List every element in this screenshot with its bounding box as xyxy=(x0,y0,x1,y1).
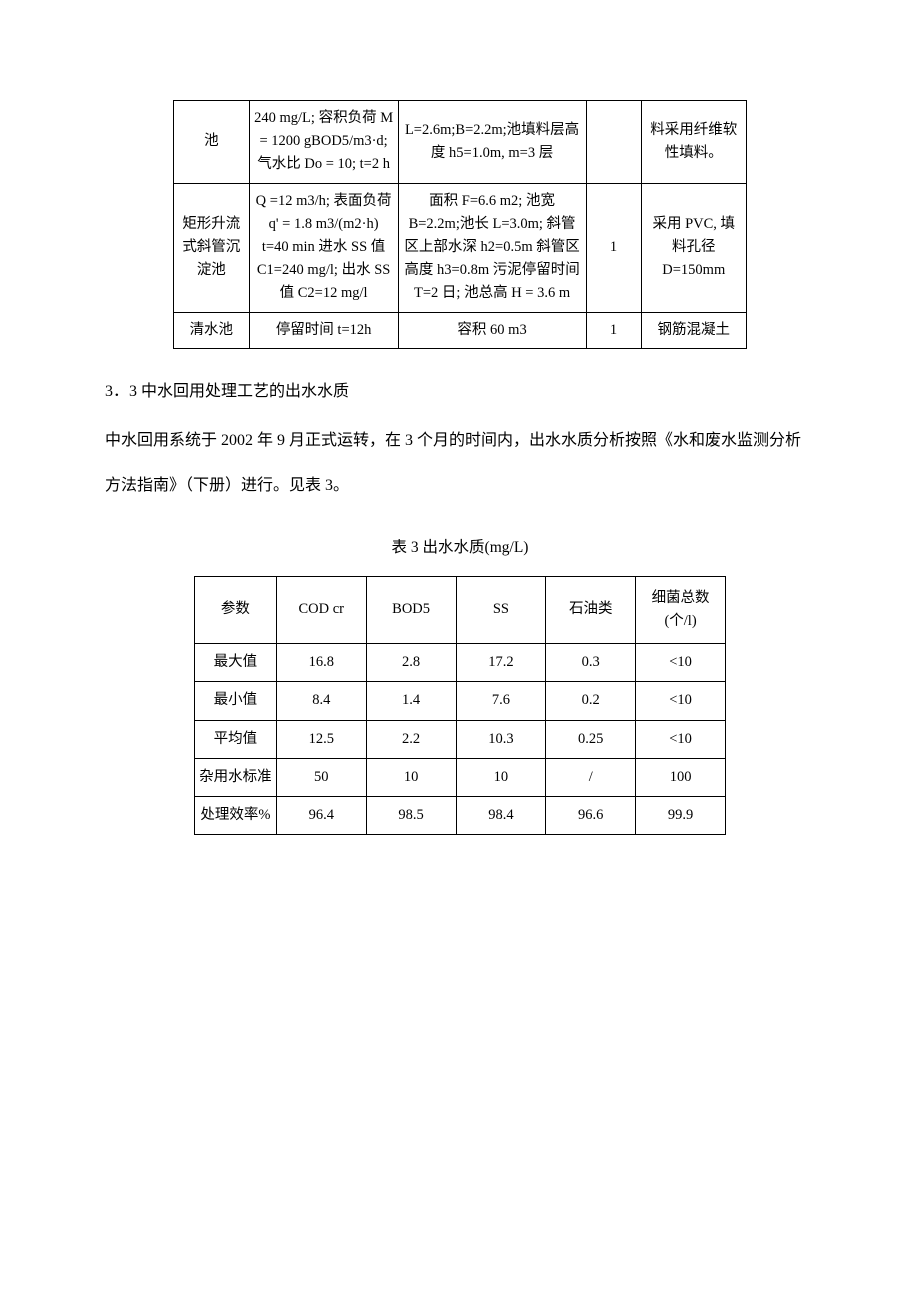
table-row: 最大值 16.8 2.8 17.2 0.3 <10 xyxy=(195,644,726,682)
row-label: 最小值 xyxy=(195,682,277,720)
column-header: 石油类 xyxy=(546,576,636,643)
data-cell: 1.4 xyxy=(366,682,456,720)
row-label: 平均值 xyxy=(195,720,277,758)
column-header: 细菌总数(个/l) xyxy=(636,576,726,643)
remarks-cell: 料采用纤维软性填料。 xyxy=(641,101,746,184)
data-cell: 2.8 xyxy=(366,644,456,682)
body-paragraph: 中水回用系统于 2002 年 9 月正式运转，在 3 个月的时间内，出水水质分析… xyxy=(105,419,815,509)
effluent-quality-table: 参数 COD cr BOD5 SS 石油类 细菌总数(个/l) 最大值 16.8… xyxy=(194,576,726,835)
data-cell: 0.3 xyxy=(546,644,636,682)
dimensions-cell: 容积 60 m3 xyxy=(398,312,586,348)
column-header: BOD5 xyxy=(366,576,456,643)
data-cell: 12.5 xyxy=(276,720,366,758)
remarks-cell: 钢筋混凝土 xyxy=(641,312,746,348)
design-params-cell: 停留时间 t=12h xyxy=(249,312,398,348)
data-cell: 0.25 xyxy=(546,720,636,758)
table-caption: 表 3 出水水质(mg/L) xyxy=(105,529,815,566)
data-cell: 10 xyxy=(366,758,456,796)
row-label: 杂用水标准 xyxy=(195,758,277,796)
column-header: 参数 xyxy=(195,576,277,643)
table-row: 池 240 mg/L; 容积负荷 M = 1200 gBOD5/m3·d; 气水… xyxy=(174,101,747,184)
table-row: 矩形升流式斜管沉淀池 Q =12 m3/h; 表面负荷q' = 1.8 m3/(… xyxy=(174,183,747,312)
data-cell: 96.6 xyxy=(546,796,636,834)
table-header-row: 参数 COD cr BOD5 SS 石油类 细菌总数(个/l) xyxy=(195,576,726,643)
dimensions-cell: 面积 F=6.6 m2; 池宽 B=2.2m;池长 L=3.0m; 斜管区上部水… xyxy=(398,183,586,312)
data-cell: 2.2 xyxy=(366,720,456,758)
unit-name-cell: 清水池 xyxy=(174,312,250,348)
quantity-cell: 1 xyxy=(586,312,641,348)
data-cell: 99.9 xyxy=(636,796,726,834)
data-cell: 16.8 xyxy=(276,644,366,682)
data-cell: 17.2 xyxy=(456,644,546,682)
data-cell: 100 xyxy=(636,758,726,796)
design-params-cell: Q =12 m3/h; 表面负荷q' = 1.8 m3/(m2·h) t=40 … xyxy=(249,183,398,312)
row-label: 处理效率% xyxy=(195,796,277,834)
data-cell: 96.4 xyxy=(276,796,366,834)
data-cell: 0.2 xyxy=(546,682,636,720)
section-heading: 3．3 中水回用处理工艺的出水水质 xyxy=(105,373,815,411)
table-row: 最小值 8.4 1.4 7.6 0.2 <10 xyxy=(195,682,726,720)
data-cell: 50 xyxy=(276,758,366,796)
dimensions-cell: L=2.6m;B=2.2m;池填料层高度 h5=1.0m, m=3 层 xyxy=(398,101,586,184)
table-row: 杂用水标准 50 10 10 / 100 xyxy=(195,758,726,796)
data-cell: / xyxy=(546,758,636,796)
process-units-table: 池 240 mg/L; 容积负荷 M = 1200 gBOD5/m3·d; 气水… xyxy=(173,100,747,349)
table-row: 处理效率% 96.4 98.5 98.4 96.6 99.9 xyxy=(195,796,726,834)
data-cell: 10 xyxy=(456,758,546,796)
data-cell: 98.4 xyxy=(456,796,546,834)
data-cell: 10.3 xyxy=(456,720,546,758)
data-cell: <10 xyxy=(636,644,726,682)
column-header: SS xyxy=(456,576,546,643)
data-cell: 98.5 xyxy=(366,796,456,834)
unit-name-cell: 池 xyxy=(174,101,250,184)
remarks-cell: 采用 PVC, 填料孔径 D=150mm xyxy=(641,183,746,312)
data-cell: 7.6 xyxy=(456,682,546,720)
quantity-cell: 1 xyxy=(586,183,641,312)
data-cell: <10 xyxy=(636,682,726,720)
unit-name-cell: 矩形升流式斜管沉淀池 xyxy=(174,183,250,312)
design-params-cell: 240 mg/L; 容积负荷 M = 1200 gBOD5/m3·d; 气水比 … xyxy=(249,101,398,184)
data-cell: 8.4 xyxy=(276,682,366,720)
data-cell: <10 xyxy=(636,720,726,758)
column-header: COD cr xyxy=(276,576,366,643)
table-row: 平均值 12.5 2.2 10.3 0.25 <10 xyxy=(195,720,726,758)
row-label: 最大值 xyxy=(195,644,277,682)
table-row: 清水池 停留时间 t=12h 容积 60 m3 1 钢筋混凝土 xyxy=(174,312,747,348)
quantity-cell xyxy=(586,101,641,184)
